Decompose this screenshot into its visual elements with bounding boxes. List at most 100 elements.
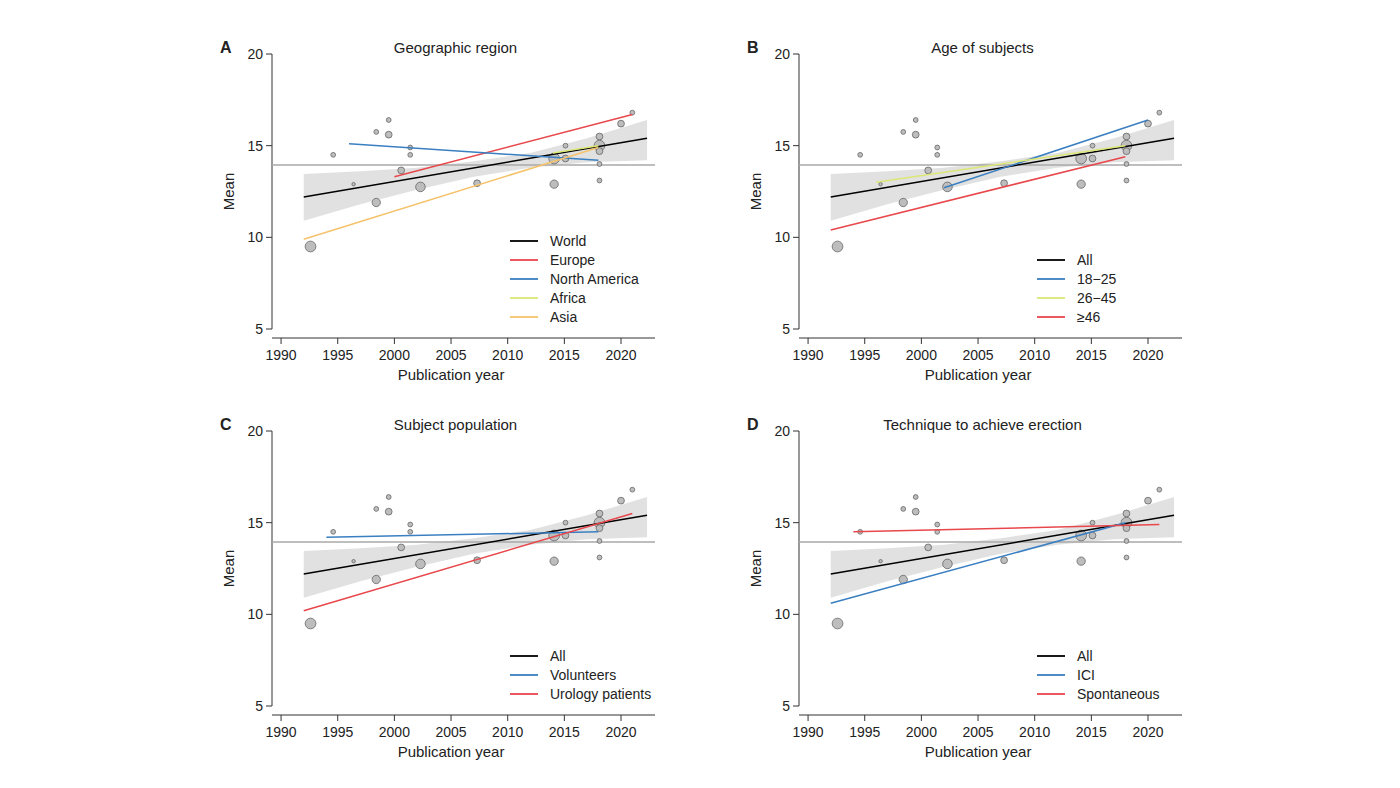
point: [372, 198, 380, 206]
legend-label: World: [550, 233, 586, 249]
trend-line: [831, 523, 1126, 604]
x-tick-label: 2010: [1019, 347, 1050, 363]
x-tick-label: 1990: [265, 724, 296, 740]
legend-label: All: [550, 648, 566, 664]
legend-swatch: [1037, 693, 1065, 695]
point: [618, 120, 625, 127]
y-tick-label: 10: [774, 229, 790, 245]
y-tick: [793, 431, 799, 432]
point: [1089, 155, 1096, 162]
x-tick-label: 1990: [792, 347, 823, 363]
panel-label: D: [747, 416, 759, 433]
y-tick: [266, 522, 272, 523]
title: Technique to achieve erection: [883, 416, 1081, 433]
y-tick: [266, 431, 272, 432]
y-tick: [266, 706, 272, 707]
y-tick-label: 15: [774, 515, 790, 531]
legend-label: Asia: [550, 309, 577, 325]
confidence-band: [304, 120, 647, 221]
point: [1001, 557, 1008, 564]
x-tick: [1148, 338, 1149, 344]
x-tick: [1091, 715, 1092, 721]
y-tick: [793, 145, 799, 146]
x-tick: [564, 715, 565, 721]
panel-label: A: [220, 39, 232, 56]
x-axis: [272, 715, 655, 716]
point: [879, 559, 882, 562]
legend-swatch: [510, 674, 538, 676]
y-tick-label: 10: [247, 606, 263, 622]
panel: CSubject population510152019901995200020…: [220, 416, 655, 760]
legend-label: Africa: [550, 290, 586, 306]
legend-label: Urology patients: [550, 686, 651, 702]
y-tick-label: 20: [774, 423, 790, 439]
x-tick-label: 2015: [1076, 347, 1107, 363]
y-tick: [793, 237, 799, 238]
y-axis: [272, 431, 273, 706]
point: [416, 182, 426, 192]
x-tick: [281, 338, 282, 344]
y-tick: [266, 614, 272, 615]
point: [935, 522, 940, 527]
legend: WorldEuropeNorth AmericaAfricaAsia: [510, 233, 639, 325]
x-tick: [1091, 338, 1092, 344]
trend-line: [304, 148, 599, 240]
y-tick-label: 15: [247, 138, 263, 154]
x-tick-label: 2005: [435, 724, 466, 740]
x-tick: [808, 715, 809, 721]
x-axis: [272, 338, 655, 339]
legend-label: Volunteers: [550, 667, 616, 683]
confidence-band: [831, 497, 1174, 598]
legend-label: 26−45: [1077, 290, 1117, 306]
point: [879, 182, 882, 185]
point: [305, 618, 316, 629]
panel: AGeographic region5101520199019952000200…: [220, 39, 655, 383]
x-tick: [564, 338, 565, 344]
x-tick-label: 2005: [962, 347, 993, 363]
x-tick-label: 2010: [492, 724, 523, 740]
x-tick: [394, 715, 395, 721]
point: [374, 130, 379, 135]
x-tick: [1034, 715, 1035, 721]
x-axis: [799, 338, 1182, 339]
legend: AllICISpontaneous: [1037, 648, 1160, 702]
chart-svg: AGeographic region5101520199019952000200…: [0, 0, 1400, 788]
x-tick-label: 1995: [322, 347, 353, 363]
x-tick: [394, 338, 395, 344]
point: [352, 559, 355, 562]
panel: BAge of subjects510152019901995200020052…: [747, 39, 1182, 383]
point: [596, 148, 603, 155]
point: [832, 241, 843, 252]
trend-line: [876, 146, 1125, 183]
point: [1089, 532, 1096, 539]
point: [372, 575, 380, 583]
y-axis: [799, 431, 800, 706]
x-tick: [281, 715, 282, 721]
trend-line: [831, 157, 1126, 230]
x-axis: [799, 715, 1182, 716]
x-tick: [507, 338, 508, 344]
x-tick-label: 1995: [849, 347, 880, 363]
y-tick: [793, 329, 799, 330]
plot-area: [272, 487, 655, 629]
x-axis-label: Publication year: [398, 743, 505, 760]
legend-swatch: [1037, 259, 1065, 261]
point: [1090, 520, 1095, 525]
legend: All Volunteers Urology patients: [510, 648, 651, 702]
point: [618, 497, 625, 504]
point: [386, 495, 391, 500]
point: [596, 133, 603, 140]
x-tick: [1034, 338, 1035, 344]
y-tick-label: 15: [774, 138, 790, 154]
point: [352, 182, 355, 185]
legend-swatch: [510, 316, 538, 318]
legend-swatch: [510, 259, 538, 261]
x-tick-label: 2000: [379, 347, 410, 363]
y-tick: [793, 54, 799, 55]
legend: All18−2526−45≥46: [1037, 252, 1117, 325]
point: [1077, 557, 1085, 565]
point: [925, 167, 932, 174]
point: [925, 544, 932, 551]
x-tick-label: 2005: [962, 724, 993, 740]
point: [596, 510, 603, 517]
